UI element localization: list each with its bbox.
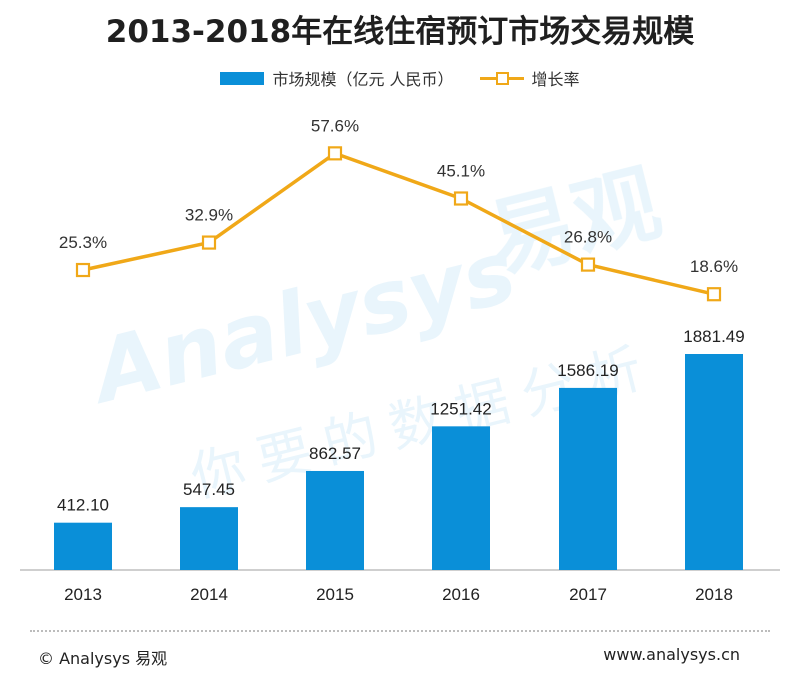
x-tick-2017: 2017 [569,585,607,604]
legend-label-line: 增长率 [531,70,580,89]
growth-marker-2014[interactable] [201,235,217,250]
growth-label-2018: 18.6% [690,257,738,276]
growth-label-2016: 45.1% [437,161,485,180]
bar-label-2018: 1881.49 [683,327,744,346]
bar-2016[interactable] [432,426,490,570]
growth-label-2013: 25.3% [59,233,107,252]
bar-label-2016: 1251.42 [430,399,491,418]
chart-title: 2013-2018年在线住宿预订市场交易规模 [105,14,695,50]
bar-2014[interactable] [180,507,238,570]
x-tick-2016: 2016 [442,585,480,604]
bar-label-2017: 1586.19 [557,361,618,380]
legend-line-swatch [479,71,524,85]
growth-label-2014: 32.9% [185,206,233,225]
bar-2017[interactable] [559,387,617,570]
growth-label-2017: 26.8% [564,228,612,247]
x-tick-2014: 2014 [190,585,228,604]
bar-label-2015: 862.57 [309,444,361,463]
x-tick-2015: 2015 [316,585,354,604]
legend-bar-swatch [220,71,265,85]
growth-marker-2015[interactable] [327,146,343,161]
bar-label-2014: 547.45 [183,480,235,499]
x-tick-2018: 2018 [695,585,733,604]
bar-2015[interactable] [306,470,364,570]
legend-label-bar: 市场规模（亿元 人民币） [272,70,454,89]
bar-2013[interactable] [54,522,112,570]
bars [54,354,743,570]
bar-2018[interactable] [685,354,743,570]
x-tick-2013: 2013 [64,585,102,604]
legend-item-bar[interactable]: 市场规模（亿元 人民币） [220,66,454,90]
growth-marker-2017[interactable] [580,257,596,272]
growth-markers [75,146,722,302]
footer-website[interactable]: www.analysys.cn [603,645,740,664]
growth-rate-line [82,151,715,296]
bar-labels: 412.10 547.45 862.57 1251.42 1586.19 1881.49 [57,327,745,515]
bar-label-2013: 412.10 [57,496,109,515]
legend: 市场规模（亿元 人民币） 增长率 [0,66,800,90]
growth-marker-2016[interactable] [453,191,469,206]
footer-copyright: © Analysys 易观 [38,649,168,668]
legend-item-line[interactable]: 增长率 [454,66,580,90]
growth-marker-2018[interactable] [706,287,722,302]
x-ticks: 2013 2014 2015 2016 2017 2018 [64,585,733,604]
growth-label-2015: 57.6% [311,116,359,135]
footer-divider [30,630,770,632]
growth-marker-2013[interactable] [75,262,91,278]
growth-labels: 25.3% 32.9% 57.6% 45.1% 26.8% 18.6% [59,116,738,276]
